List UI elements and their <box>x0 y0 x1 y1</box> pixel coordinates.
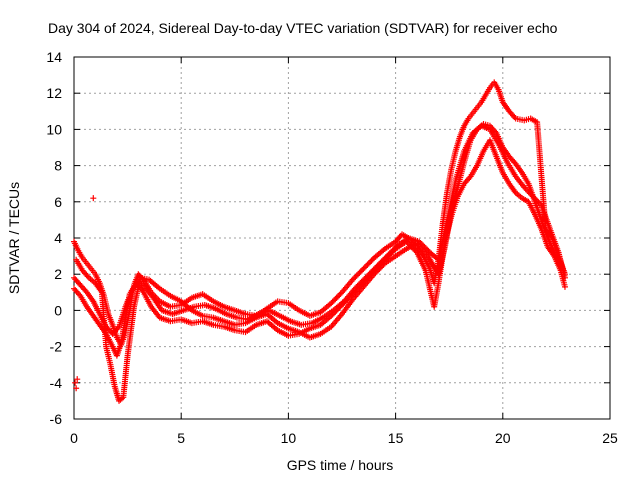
data-point <box>330 297 337 304</box>
data-point <box>375 261 382 268</box>
data-point <box>337 290 344 297</box>
data-point <box>381 255 388 262</box>
data-point <box>360 265 367 272</box>
data-point <box>355 281 362 288</box>
x-tick-label: 0 <box>70 430 78 446</box>
data-point <box>377 259 384 266</box>
chart-title: Day 304 of 2024, Sidereal Day-to-day VTE… <box>48 20 558 36</box>
data-point <box>369 268 376 275</box>
data-point <box>386 250 393 257</box>
data-point <box>371 265 378 272</box>
data-point <box>358 278 365 285</box>
data-point <box>561 274 568 281</box>
data-point <box>336 292 343 299</box>
data-point <box>333 294 340 301</box>
data-point <box>411 246 418 253</box>
data-point <box>90 195 97 202</box>
x-tick-label: 5 <box>177 430 185 446</box>
data-point <box>368 257 375 264</box>
data-point <box>351 275 358 282</box>
data-point <box>356 269 363 276</box>
data-point <box>385 251 392 258</box>
data-point <box>359 267 366 274</box>
data-point <box>416 238 423 245</box>
data-point <box>357 280 364 287</box>
data-point <box>349 276 356 283</box>
data-point <box>390 246 397 253</box>
data-point <box>357 268 364 275</box>
data-point <box>334 293 341 300</box>
y-tick-label: 2 <box>54 266 62 282</box>
y-axis-title: SDTVAR / TECUs <box>6 182 22 294</box>
data-point <box>74 376 81 383</box>
grid <box>74 57 610 419</box>
data-point <box>361 276 368 283</box>
data-point <box>388 249 395 256</box>
y-tick-label: 6 <box>54 194 62 210</box>
data-point <box>374 262 381 269</box>
y-tick-label: -6 <box>50 411 63 427</box>
x-tick-label: 25 <box>602 430 618 446</box>
y-tick-label: 8 <box>54 158 62 174</box>
data-point <box>373 263 380 270</box>
data-point <box>351 285 358 292</box>
data-point <box>366 270 373 277</box>
data-point <box>561 283 568 290</box>
data-point <box>352 273 359 280</box>
data-point <box>355 271 362 278</box>
y-tick-label: 14 <box>46 49 62 65</box>
data-point <box>363 263 370 270</box>
data-point <box>384 253 391 260</box>
data-point <box>72 379 79 386</box>
axis-ticks: 0 5 10 15 20 25 -6 -4 -2 0 2 4 6 8 10 12 14 <box>46 49 618 446</box>
data-point <box>367 269 374 276</box>
data-point <box>361 264 368 271</box>
data-point <box>353 272 360 279</box>
data-point <box>328 300 335 307</box>
data-point <box>365 260 372 267</box>
data-point <box>363 273 370 280</box>
data-point <box>424 246 431 253</box>
data-point <box>393 243 400 250</box>
data-point <box>365 272 372 279</box>
data-point <box>369 256 376 263</box>
y-tick-label: -2 <box>50 339 63 355</box>
x-tick-label: 15 <box>388 430 404 446</box>
data-point <box>380 257 387 264</box>
data-point <box>418 241 425 248</box>
y-tick-label: -4 <box>50 375 63 391</box>
data-point <box>353 284 360 291</box>
data-point <box>422 245 429 252</box>
y-tick-label: 12 <box>46 85 62 101</box>
data-point <box>417 239 424 246</box>
data-point <box>73 385 80 392</box>
data-point <box>382 254 389 261</box>
x-tick-label: 10 <box>281 430 297 446</box>
data-point <box>367 258 374 265</box>
data-point <box>362 274 369 281</box>
x-axis-title: GPS time / hours <box>287 457 394 473</box>
y-tick-label: 10 <box>46 121 62 137</box>
data-point <box>389 247 396 254</box>
y-tick-label: 4 <box>54 230 62 246</box>
data-point <box>364 261 371 268</box>
data-point <box>359 277 366 284</box>
data-point <box>354 282 361 289</box>
data-point <box>392 244 399 251</box>
data-points <box>71 79 568 404</box>
data-point <box>332 296 339 303</box>
x-tick-label: 20 <box>495 430 511 446</box>
data-point <box>378 258 385 265</box>
data-point <box>421 244 428 251</box>
y-tick-label: 0 <box>54 302 62 318</box>
data-point <box>420 242 427 249</box>
data-point <box>329 298 336 305</box>
data-point <box>370 266 377 273</box>
data-point <box>412 248 419 255</box>
